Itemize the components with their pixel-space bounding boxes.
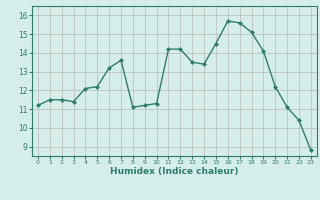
X-axis label: Humidex (Indice chaleur): Humidex (Indice chaleur) bbox=[110, 167, 239, 176]
